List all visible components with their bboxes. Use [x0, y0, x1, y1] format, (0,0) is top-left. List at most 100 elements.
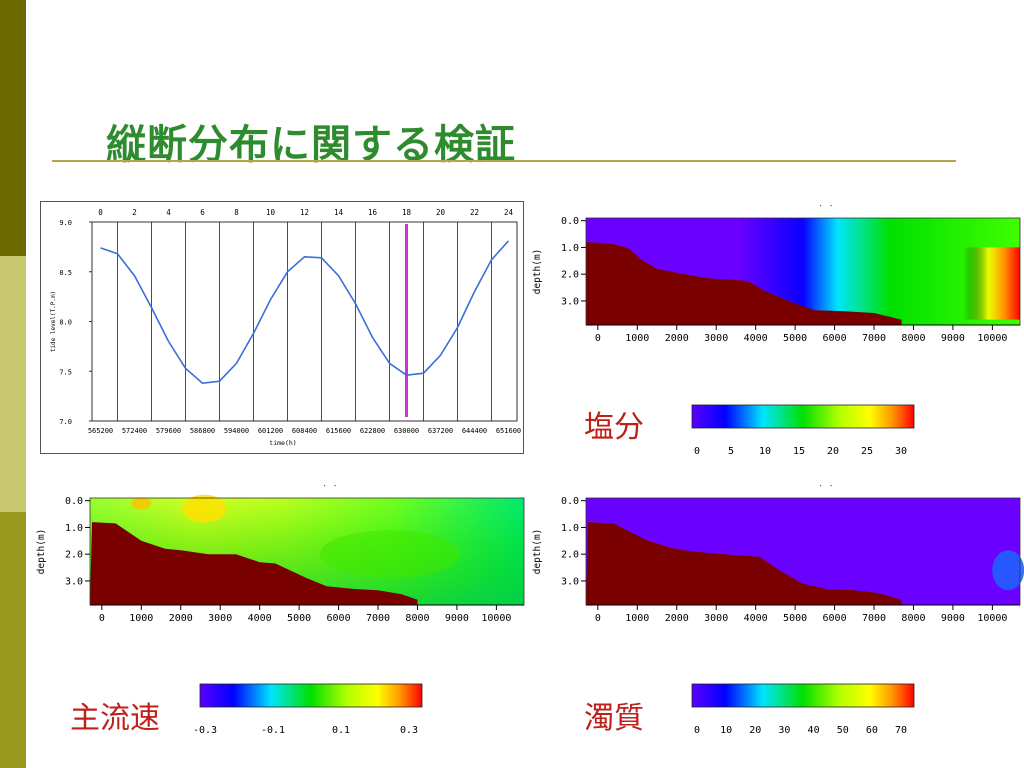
- section-y-tick-label: 1.0: [561, 523, 579, 534]
- tide-y-tick-label: 8.5: [59, 269, 72, 277]
- tide-top-tick-label: 0: [98, 208, 103, 217]
- turbidity-section-chart: 0.0 1.0 2.0 3.0 0 1000 2000 3000 4000 5000 6000 700…: [532, 485, 1024, 624]
- turbidity-colorbar-tick-label: 50: [837, 725, 849, 736]
- section-y-axis-label: depth(m): [36, 529, 47, 575]
- section-x-tick-label: 9000: [941, 613, 965, 624]
- tide-bottom-tick-label: 644400: [462, 427, 487, 435]
- seabed-area: [90, 522, 418, 605]
- velocity-colorbar-tick-label: 0.1: [332, 725, 350, 736]
- turbidity-colorbar-tick-label: 60: [866, 725, 878, 736]
- tide-bottom-tick-label: 579600: [156, 427, 181, 435]
- salinity-colorbar-tick-label: 20: [827, 446, 839, 457]
- section-x-axis-label: distance(m): [276, 485, 339, 488]
- tide-top-tick-label: 18: [402, 208, 412, 217]
- salinity-section-chart: 0.0 1.0 2.0 3.0 0 1000 2000 3000 4000 5000 6000 700…: [532, 205, 1021, 344]
- velocity-colorbar-tick-label: -0.3: [193, 725, 217, 736]
- velocity-mid-cell: [319, 530, 460, 579]
- section-x-tick-label: 0: [595, 613, 601, 624]
- velocity-section-chart: 0.0 1.0 2.0 3.0 0 1000 2000 3000 4000 5000 6000 700…: [36, 485, 525, 624]
- velocity-colorbar-tick-label: -0.1: [261, 725, 285, 736]
- turbidity-edge-cell: [992, 550, 1024, 591]
- section-x-tick-label: 4000: [744, 333, 768, 344]
- tide-bottom-tick-label: 601200: [258, 427, 283, 435]
- section-x-tick-label: 9000: [445, 613, 469, 624]
- section-x-tick-label: 6000: [327, 613, 351, 624]
- tide-top-tick-label: 20: [436, 208, 446, 217]
- turbidity-label: 濁質: [584, 701, 644, 736]
- section-x-tick-label: 5000: [287, 613, 311, 624]
- tide-top-tick-label: 2: [132, 208, 137, 217]
- section-y-axis-label: depth(m): [532, 529, 543, 575]
- tide-bottom-tick-label: 565200: [88, 427, 113, 435]
- tide-bottom-tick-label: 594000: [224, 427, 249, 435]
- tide-y-axis-label: tide level(T.P.m): [50, 291, 57, 352]
- section-y-tick-label: 0.0: [65, 496, 83, 507]
- section-x-tick-label: 3000: [704, 613, 728, 624]
- section-x-tick-label: 3000: [208, 613, 232, 624]
- tide-top-tick-label: 14: [334, 208, 344, 217]
- section-y-tick-label: 2.0: [561, 270, 579, 281]
- tide-y-tick-label: 7.0: [59, 418, 72, 426]
- salinity-colorbar: 0 5 10 15 20 25 30: [691, 404, 915, 457]
- tide-level-line: [100, 240, 510, 385]
- salinity-colorbar-tick-label: 10: [759, 446, 771, 457]
- sidebar-block-bottom: [0, 512, 26, 768]
- sidebar-block-middle: [0, 256, 26, 512]
- tide-bottom-tick-label: 637200: [428, 427, 453, 435]
- velocity-label: 主流速: [70, 701, 160, 736]
- velocity-colorbar-gradient: [199, 683, 423, 708]
- tide-bottom-tick-label: 622800: [360, 427, 385, 435]
- section-x-axis-label: distance(m): [772, 205, 835, 208]
- tide-bottom-tick-label: 651600: [496, 427, 521, 435]
- tide-top-tick-label: 12: [300, 208, 309, 217]
- section-x-tick-label: 5000: [783, 613, 807, 624]
- seabed-area: [586, 242, 902, 325]
- section-y-axis-label: depth(m): [532, 249, 543, 295]
- velocity-colorbar-tick-label: 0.3: [400, 725, 418, 736]
- salinity-colorbar-tick-label: 5: [728, 446, 734, 457]
- section-y-tick-label: 3.0: [561, 576, 579, 587]
- section-x-tick-label: 6000: [823, 613, 847, 624]
- velocity-colorbar: -0.3 -0.1 0.1 0.3: [193, 683, 423, 736]
- section-x-tick-label: 2000: [169, 613, 193, 624]
- turbidity-colorbar-tick-label: 70: [895, 725, 907, 736]
- section-x-tick-label: 10000: [977, 613, 1007, 624]
- section-x-tick-label: 10000: [977, 333, 1007, 344]
- section-x-tick-label: 5000: [783, 333, 807, 344]
- velocity-high-cell: [182, 494, 227, 523]
- turbidity-colorbar-gradient: [691, 683, 915, 708]
- salinity-field-saline-wedge: [893, 247, 1020, 320]
- turbidity-colorbar: 0 10 20 30 40 50 60 70: [691, 683, 915, 736]
- section-x-tick-label: 2000: [665, 333, 689, 344]
- salinity-colorbar-tick-label: 25: [861, 446, 873, 457]
- section-y-tick-label: 2.0: [65, 550, 83, 561]
- tide-bottom-tick-label: 586800: [190, 427, 215, 435]
- salinity-colorbar-tick-label: 0: [694, 446, 700, 457]
- section-x-tick-label: 1000: [625, 333, 649, 344]
- section-x-tick-label: 10000: [481, 613, 511, 624]
- section-x-tick-label: 0: [595, 333, 601, 344]
- sidebar-accent: [0, 0, 26, 768]
- turbidity-colorbar-tick-label: 20: [749, 725, 761, 736]
- section-x-tick-label: 7000: [862, 333, 886, 344]
- section-y-tick-label: 0.0: [561, 216, 579, 227]
- section-x-tick-label: 4000: [744, 613, 768, 624]
- tide-x-axis-label: time(h): [269, 439, 296, 447]
- section-y-tick-label: 1.0: [561, 243, 579, 254]
- section-x-tick-label: 8000: [901, 613, 925, 624]
- tide-bottom-tick-label: 608400: [292, 427, 317, 435]
- turbidity-colorbar-tick-label: 10: [720, 725, 732, 736]
- section-x-tick-label: 9000: [941, 333, 965, 344]
- section-x-tick-label: 2000: [665, 613, 689, 624]
- section-x-axis-label: distance(m): [772, 485, 835, 488]
- section-y-tick-label: 1.0: [65, 523, 83, 534]
- tide-top-tick-label: 6: [200, 208, 205, 217]
- salinity-label: 塩分: [584, 410, 644, 445]
- sidebar-block-top: [0, 0, 26, 256]
- section-x-tick-label: 4000: [248, 613, 272, 624]
- section-y-tick-label: 2.0: [561, 550, 579, 561]
- tide-top-tick-label: 22: [470, 208, 479, 217]
- tide-bottom-tick-label: 630000: [394, 427, 419, 435]
- tide-frame: [40, 201, 524, 454]
